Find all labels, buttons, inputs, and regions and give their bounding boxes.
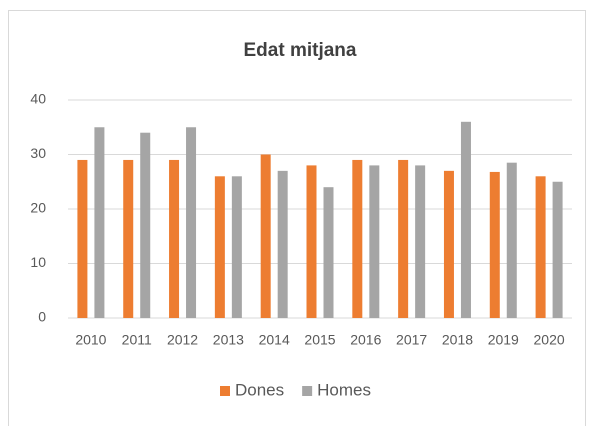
bar — [140, 132, 151, 318]
bar — [369, 165, 380, 318]
bar — [535, 176, 546, 318]
bar — [186, 127, 197, 318]
x-tick-label: 2017 — [396, 332, 427, 348]
legend-swatch — [302, 386, 313, 396]
bar — [552, 181, 563, 318]
y-tick-label: 10 — [30, 254, 46, 270]
x-tick-label: 2018 — [442, 332, 473, 348]
x-tick-label: 2010 — [75, 332, 106, 348]
x-tick-label: 2013 — [213, 332, 244, 348]
x-tick-label: 2016 — [350, 332, 381, 348]
bar — [214, 176, 225, 318]
y-tick-label: 20 — [30, 200, 46, 216]
bar — [306, 165, 317, 318]
bar — [352, 159, 363, 318]
bar — [94, 127, 105, 318]
legend-label: Homes — [317, 380, 371, 399]
bar — [169, 159, 180, 318]
legend-label: Dones — [235, 380, 284, 399]
x-tick-label: 2015 — [304, 332, 335, 348]
bar — [231, 176, 242, 318]
x-tick-label: 2014 — [259, 332, 290, 348]
bar — [489, 171, 500, 318]
x-tick-label: 2011 — [122, 332, 152, 348]
x-tick-label: 2020 — [534, 332, 565, 348]
x-tick-label: 2012 — [167, 332, 198, 348]
y-tick-label: 30 — [30, 145, 46, 161]
bar — [277, 170, 288, 318]
bar — [260, 154, 271, 318]
bar — [415, 165, 426, 318]
bar — [506, 162, 517, 318]
chart-frame — [8, 10, 586, 426]
y-tick-label: 0 — [38, 309, 46, 325]
bar — [77, 159, 88, 318]
y-tick-label: 40 — [30, 91, 46, 107]
bar — [123, 159, 134, 318]
legend-swatch — [220, 386, 230, 396]
bar — [323, 187, 334, 318]
bar — [443, 170, 454, 318]
chart-title: Edat mitjana — [244, 40, 357, 61]
bar — [398, 159, 409, 318]
x-tick-label: 2019 — [488, 332, 519, 348]
bar — [460, 121, 471, 318]
